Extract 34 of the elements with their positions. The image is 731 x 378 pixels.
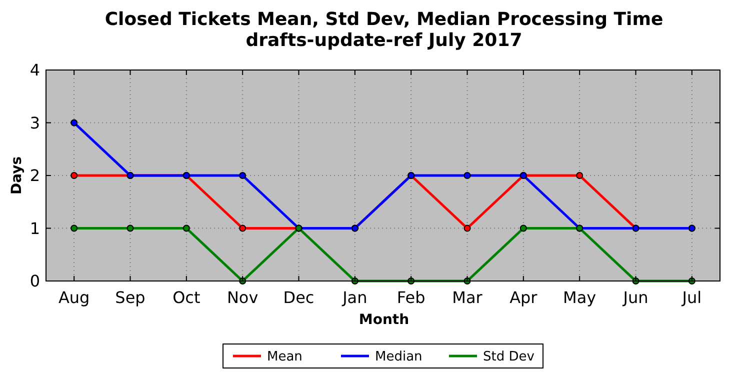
x-tick-label: Sep bbox=[115, 288, 146, 307]
y-tick-label: 0 bbox=[30, 272, 40, 291]
x-tick-label: Dec bbox=[283, 288, 314, 307]
y-tick-label: 2 bbox=[30, 166, 40, 186]
point bbox=[464, 224, 471, 232]
legend-label: Median bbox=[375, 350, 422, 365]
y-tick-label: 1 bbox=[30, 218, 40, 238]
x-tick-label: May bbox=[563, 288, 596, 307]
point bbox=[576, 172, 584, 179]
x-tick-label: Nov bbox=[226, 288, 258, 307]
x-tick-label: Mar bbox=[452, 288, 483, 307]
x-tick-label: Jan bbox=[342, 288, 368, 307]
point bbox=[239, 224, 246, 232]
x-tick-label: Aug bbox=[58, 288, 90, 307]
point bbox=[70, 224, 78, 232]
x-tick-label: Jul bbox=[681, 288, 702, 307]
point bbox=[520, 224, 527, 232]
x-axis-title: Month bbox=[358, 312, 410, 328]
point bbox=[70, 119, 78, 126]
legend-label: Mean bbox=[267, 350, 302, 365]
point bbox=[126, 224, 134, 232]
x-tick-label: Feb bbox=[396, 288, 426, 307]
y-tick-label: 3 bbox=[30, 113, 40, 132]
point bbox=[239, 172, 246, 179]
y-axis-title: Days bbox=[9, 156, 25, 195]
point bbox=[464, 172, 471, 179]
y-tick-label: 4 bbox=[30, 60, 40, 80]
x-tick-label: Jun bbox=[622, 288, 648, 307]
x-tick-label: Oct bbox=[172, 288, 200, 307]
x-tick-label: Apr bbox=[510, 288, 538, 307]
point bbox=[70, 172, 78, 179]
chart-title: Closed Tickets Mean, Std Dev, Median Processing Time drafts-update-ref July 2017 bbox=[104, 9, 664, 51]
point bbox=[182, 224, 190, 232]
legend-label: Std Dev bbox=[483, 350, 535, 365]
